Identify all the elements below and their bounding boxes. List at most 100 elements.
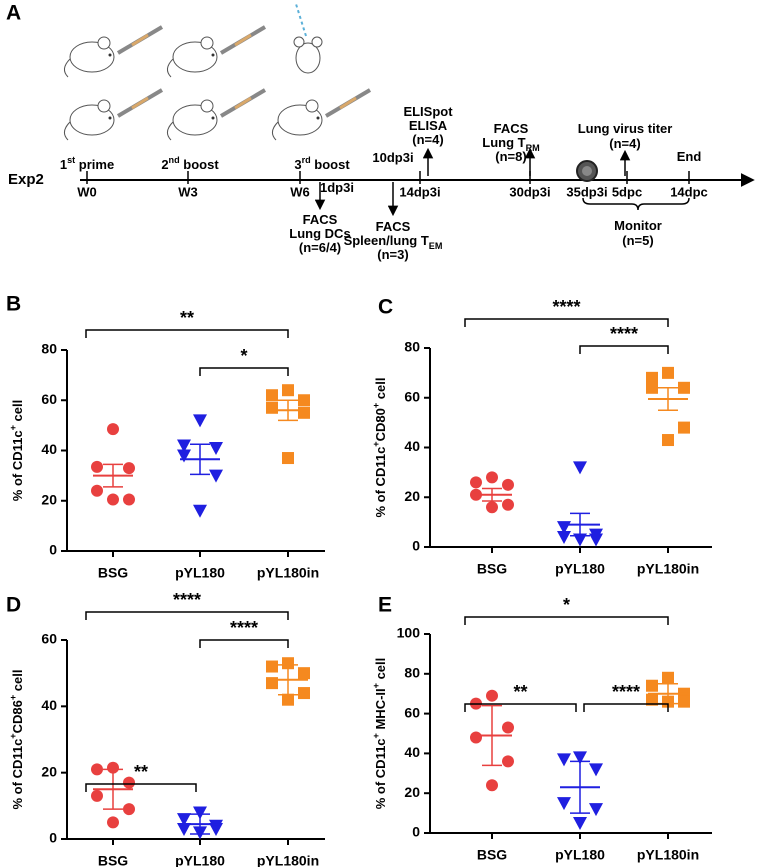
readout-text: ELISpot — [403, 104, 453, 119]
text-run: + — [8, 425, 18, 430]
y-tick-label: 40 — [41, 441, 57, 457]
data-point — [107, 816, 119, 829]
data-point — [557, 531, 571, 545]
data-point — [107, 423, 119, 436]
significance-label: **** — [552, 297, 580, 317]
data-point — [123, 776, 135, 789]
mouse-ear — [293, 36, 305, 48]
readout-text: FACS — [494, 121, 529, 136]
text-run: % of CD11c — [373, 447, 388, 518]
data-point — [193, 504, 207, 518]
data-point — [646, 693, 658, 706]
text-run: EM — [429, 241, 443, 251]
y-axis-label: % of CD11c+ MHC-II+ cell — [371, 658, 388, 810]
text-run: cell — [373, 658, 388, 683]
y-tick-label: 100 — [397, 625, 421, 641]
text-run: FACS — [376, 219, 411, 234]
mouse-icon — [167, 25, 267, 78]
x-tick-label: BSG — [98, 853, 128, 867]
panel-label: E — [378, 594, 392, 617]
y-tick-label: 60 — [41, 391, 57, 407]
data-point — [193, 806, 207, 820]
text-run: Monitor — [614, 218, 662, 233]
mouse-eye — [211, 53, 215, 57]
data-point — [557, 753, 571, 767]
text-run: 1dp3i — [320, 180, 354, 195]
data-point — [282, 693, 294, 706]
significance-bracket — [464, 703, 577, 712]
text-run: CD80 — [373, 408, 388, 441]
monitor-text: Monitor — [614, 218, 662, 233]
text-run: Lung virus titer — [578, 121, 673, 136]
mouse-ear — [311, 36, 323, 48]
data-point — [573, 461, 587, 475]
data-point — [209, 823, 223, 837]
error-bar — [190, 813, 210, 835]
x-tick-label: pYL180in — [637, 561, 699, 577]
data-point — [486, 501, 498, 514]
error-bar — [278, 664, 298, 696]
text-run: 1 — [60, 157, 67, 172]
readout-text: ELISA — [409, 118, 448, 133]
readout-text: Lung DCs — [289, 226, 350, 241]
data-point — [91, 763, 103, 776]
significance-bracket — [579, 345, 669, 354]
timeline-label: 30dp3i — [509, 184, 550, 199]
data-point — [557, 797, 571, 811]
syringe-liquid — [131, 33, 149, 47]
mouse-body — [69, 104, 115, 136]
readout-text: FACS — [303, 212, 338, 227]
x-tick-label: pYL180in — [257, 853, 319, 867]
panel-label: C — [378, 296, 393, 319]
data-point — [646, 381, 658, 394]
mouse-icon — [167, 88, 267, 141]
data-point — [193, 414, 207, 428]
readout-text: Spleen/lung TEM — [344, 233, 443, 251]
data-point — [107, 761, 119, 774]
data-point — [486, 689, 498, 702]
y-tick-label: 0 — [49, 830, 57, 846]
timeline-event: 1dp3i — [320, 180, 354, 195]
monitor-bracket — [582, 197, 690, 211]
text-run: nd — [169, 155, 180, 165]
data-point — [589, 763, 603, 777]
mouse-ear — [305, 99, 319, 113]
y-tick-label: 0 — [412, 824, 420, 840]
x-tick-label: pYL180in — [257, 565, 319, 581]
text-run: 2 — [161, 157, 168, 172]
text-run: (n=4) — [412, 132, 443, 147]
significance-bracket — [85, 611, 289, 620]
data-point — [662, 671, 674, 684]
timeline-label: 35dp3i — [566, 184, 607, 199]
y-tick-label: 40 — [404, 438, 420, 454]
text-run: ELISA — [409, 118, 448, 133]
data-point — [107, 493, 119, 506]
readout-text: FACS — [376, 219, 411, 234]
mouse-body — [277, 104, 323, 136]
data-point — [177, 823, 191, 837]
y-tick-label: 20 — [404, 488, 420, 504]
error-bar — [570, 512, 590, 537]
text-run: + — [371, 441, 381, 446]
data-point — [589, 533, 603, 547]
text-run: prime — [75, 157, 114, 172]
error-bar — [658, 387, 678, 411]
readout-text: Lung TRM — [482, 135, 539, 153]
mouse-icon — [272, 88, 372, 141]
data-point — [91, 460, 103, 473]
data-point — [573, 533, 587, 547]
timeline-event: 2nd boost — [161, 155, 219, 172]
mouse-icon — [64, 88, 164, 141]
mouse-ear — [200, 99, 214, 113]
x-tick-label: pYL180 — [555, 561, 605, 577]
data-point — [678, 381, 690, 394]
syringe-liquid — [234, 96, 252, 110]
data-point — [209, 441, 223, 455]
syringe-liquid — [234, 33, 252, 47]
y-tick-label: 80 — [404, 339, 420, 355]
mouse-ear — [200, 36, 214, 50]
x-tick-label: pYL180 — [555, 847, 605, 863]
data-point — [298, 394, 310, 407]
syringe-liquid — [131, 96, 149, 110]
error-bar — [482, 704, 502, 767]
